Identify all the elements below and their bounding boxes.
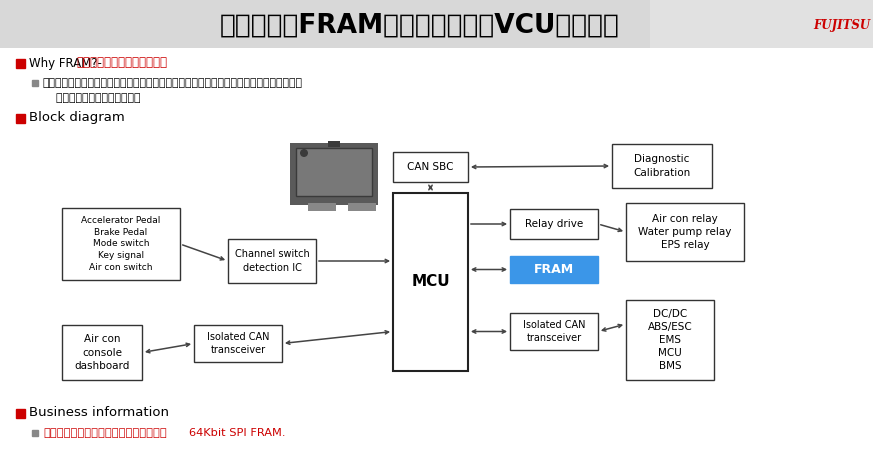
Bar	[650, 0, 873, 48]
Bar	[16, 408, 25, 418]
Bar	[296, 148, 372, 196]
Bar	[16, 113, 25, 123]
Bar	[510, 209, 598, 239]
Text: Channel switch
detection IC: Channel switch detection IC	[235, 250, 309, 273]
Bar	[612, 144, 712, 188]
Text: DC/DC
ABS/ESC
EMS
MCU
BMS: DC/DC ABS/ESC EMS MCU BMS	[648, 309, 692, 371]
Circle shape	[300, 149, 308, 157]
Text: FUJITSU: FUJITSU	[814, 19, 870, 32]
Text: Block diagram: Block diagram	[29, 112, 125, 125]
Text: Isolated CAN
transceiver: Isolated CAN transceiver	[523, 320, 585, 343]
Text: Isolated CAN
transceiver: Isolated CAN transceiver	[207, 332, 269, 355]
Bar	[510, 256, 598, 283]
Text: Relay drive: Relay drive	[525, 219, 583, 229]
Text: 中国的新能源汽车和低速代步车开始使用: 中国的新能源汽车和低速代步车开始使用	[43, 428, 167, 438]
Bar	[308, 203, 336, 211]
Bar	[16, 58, 25, 68]
Text: MCU: MCU	[411, 275, 450, 289]
Bar	[62, 325, 142, 380]
Bar	[348, 203, 376, 211]
Text: FRAM: FRAM	[534, 263, 574, 276]
Bar	[194, 325, 282, 362]
Bar	[328, 141, 340, 147]
Text: 应用举例：FRAM在整车控制单元VCU中的应用: 应用举例：FRAM在整车控制单元VCU中的应用	[220, 13, 620, 39]
Text: 系统需要以每秒一次的频率去记录汽车行驶的当前状态和发生故障时的变速器挡位，加速状
    况，刹车和输出扭矩等信息。: 系统需要以每秒一次的频率去记录汽车行驶的当前状态和发生故障时的变速器挡位，加速状…	[42, 78, 302, 103]
Text: Business information: Business information	[29, 407, 169, 419]
Text: Accelerator Pedal
Brake Pedal
Mode switch
Key signal
Air con switch: Accelerator Pedal Brake Pedal Mode switc…	[81, 216, 161, 272]
Text: Air con
console
dashboard: Air con console dashboard	[74, 334, 130, 371]
Bar	[393, 152, 468, 182]
Text: 高烧写耐久性，告诉写入操作: 高烧写耐久性，告诉写入操作	[76, 56, 167, 69]
Bar	[32, 80, 38, 86]
Bar	[62, 208, 180, 280]
Bar	[393, 193, 468, 371]
Bar	[228, 239, 316, 283]
Text: Diagnostic
Calibration: Diagnostic Calibration	[634, 154, 691, 178]
Text: Why FRAM?-: Why FRAM?-	[29, 56, 102, 69]
Bar	[0, 0, 873, 48]
Text: CAN SBC: CAN SBC	[407, 162, 454, 172]
Bar	[290, 143, 378, 205]
Text: Air con relay
Water pump relay
EPS relay: Air con relay Water pump relay EPS relay	[638, 214, 732, 250]
Bar	[510, 313, 598, 350]
Text: 64Kbit SPI FRAM.: 64Kbit SPI FRAM.	[189, 428, 285, 438]
Bar	[626, 203, 744, 261]
Bar	[32, 430, 38, 436]
Bar	[626, 300, 714, 380]
